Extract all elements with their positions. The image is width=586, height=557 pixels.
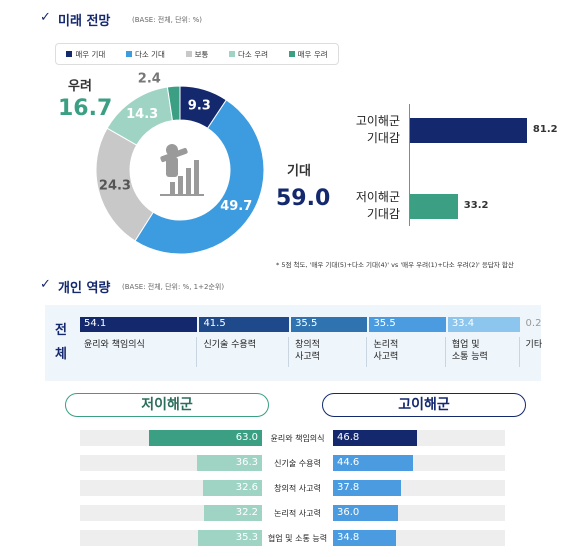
segment-category: 신기술 수용력 (203, 340, 256, 350)
legend-item: 보통 (185, 49, 209, 60)
bar (333, 505, 398, 521)
note: * 5점 척도, '매우 기대(5)+다소 기대(4)' vs '매우 우려(1… (276, 261, 514, 269)
section-subtitle: (BASE: 전체, 단위: %) (132, 16, 202, 24)
segment-value: 33.4 (451, 318, 475, 329)
donut-slice (166, 85, 181, 122)
bar-value: 32.2 (235, 507, 258, 518)
segment-category: 기타 (525, 340, 543, 350)
bar (410, 194, 458, 219)
section-title: 개인 역량 (58, 281, 111, 296)
section-title: 미래 전망 (58, 14, 111, 29)
bar (196, 455, 262, 471)
donut-slice (134, 99, 265, 255)
stacked-panel: 전체 54.1 윤리와 책임의식 41.5 신기술 수용력 35.5 창의적 사고력 35.… (45, 305, 542, 381)
segment-value: 35.5 (295, 318, 318, 329)
slice-label: 14.3 (126, 107, 158, 122)
legend-item: 다소 우려 (229, 49, 268, 60)
bar-value: 35.3 (235, 532, 258, 543)
legend-item: 매우 기대 (66, 49, 105, 60)
slice-label: 2.4 (138, 72, 161, 87)
divider (288, 337, 290, 367)
divider (444, 337, 446, 367)
bar (148, 430, 262, 446)
bar-value: 32.6 (235, 482, 258, 493)
bar-value: 37.8 (337, 482, 360, 493)
segment-value: 41.5 (203, 318, 226, 329)
bar-value: 63.0 (235, 432, 258, 443)
legend-label: 매우 기대 (75, 49, 106, 59)
segment-category: 윤리와 책임의식 (84, 340, 145, 350)
legend-swatch (125, 51, 132, 57)
group-label: 우려 (68, 79, 92, 94)
legend: 매우 기대 다소 기대 보통 다소 우려 매우 우려 (55, 43, 339, 65)
segment-category: 창의적 사고력 (295, 340, 320, 362)
legend-label: 다소 기대 (134, 49, 165, 59)
check: ✓ (40, 277, 51, 292)
slice-label: 49.7 (220, 199, 252, 214)
category-label: 논리적 사고력 (274, 509, 321, 518)
segment-value: 0.2 (525, 318, 542, 329)
legend-label: 다소 우려 (238, 49, 268, 59)
group-value: 59.0 (276, 186, 331, 211)
group-pill: 저이해군 (65, 393, 269, 417)
bar (410, 118, 527, 143)
segment-category: 논리적 사고력 (373, 340, 399, 362)
bar (333, 455, 414, 471)
bar (204, 505, 262, 521)
row-label: 전체 (55, 323, 67, 362)
slice-label: 24.3 (99, 179, 131, 194)
segment-value: 35.5 (373, 318, 396, 329)
bar-value: 34.8 (337, 532, 360, 543)
slice-label: 9.3 (188, 98, 211, 113)
bar (198, 530, 262, 546)
legend-swatch (185, 51, 192, 57)
category-label: 창의적 사고력 (274, 484, 321, 493)
bar-value: 81.2 (532, 124, 558, 135)
divider (518, 337, 520, 367)
category-label: 협업 및 소통 능력 (267, 534, 328, 543)
bar-value: 36.3 (235, 457, 258, 468)
stack-segment (80, 317, 198, 332)
bar (333, 530, 396, 546)
stack-segment (447, 317, 520, 332)
divider (366, 337, 368, 367)
group-pill: 고이해군 (322, 393, 526, 417)
bar (333, 430, 418, 446)
group-value: 16.7 (58, 96, 113, 121)
bar-category: 고이해군 기대감 (355, 114, 400, 145)
legend-label: 매우 우려 (297, 49, 328, 59)
legend-swatch (288, 51, 295, 57)
bar-category: 저이해군 기대감 (355, 190, 400, 221)
bar (203, 480, 262, 496)
icon (160, 144, 204, 196)
stack-segment (369, 317, 446, 332)
legend-item: 다소 기대 (125, 49, 165, 60)
donut-chart: 9.3 49.7 24.3 14.3 2.4 (95, 72, 265, 255)
legend-item: 매우 우려 (288, 49, 328, 60)
bar-value: 36.0 (337, 507, 360, 518)
category-label: 신기술 수용력 (274, 459, 321, 468)
segment-value: 54.1 (84, 318, 107, 329)
legend-swatch (66, 51, 73, 57)
category-label: 윤리와 책임의식 (270, 434, 325, 443)
bar-value: 44.6 (337, 457, 360, 468)
group-label: 기대 (287, 164, 311, 179)
check: ✓ (40, 10, 51, 25)
segment-category: 협업 및 소통 능력 (451, 340, 488, 362)
divider (196, 337, 198, 367)
bar-value: 33.2 (463, 200, 489, 211)
stack-segment (199, 317, 290, 332)
section-subtitle: (BASE: 전체, 단위: %, 1+2순위) (122, 283, 225, 291)
axis-line (409, 104, 410, 226)
bar-value: 46.8 (337, 432, 360, 443)
stack-segment (291, 317, 368, 332)
legend-label: 보통 (194, 49, 209, 59)
legend-swatch (229, 51, 236, 57)
bar (333, 480, 402, 496)
